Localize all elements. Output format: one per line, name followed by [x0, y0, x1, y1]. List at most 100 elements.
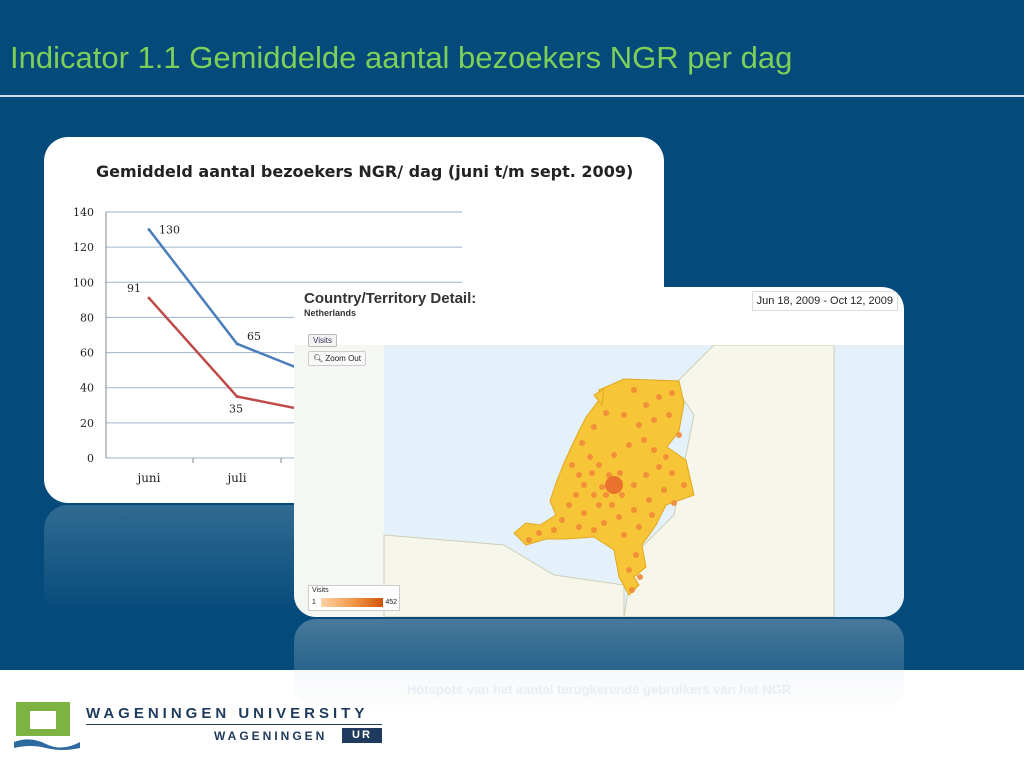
legend-max: 452: [385, 599, 397, 606]
hotspot-dot: [599, 484, 605, 490]
y-tick-label: 20: [80, 417, 94, 430]
hotspot-dot: [681, 482, 687, 488]
data-label: 91: [127, 282, 141, 295]
hotspot-dot: [569, 462, 575, 468]
hotspot-dot: [641, 437, 647, 443]
hotspot-dot: [551, 527, 557, 533]
map-legend: Visits 1 452: [308, 585, 400, 611]
legend-min: 1: [312, 599, 316, 606]
y-tick-label: 80: [80, 311, 94, 324]
legend-gradient: [321, 598, 383, 607]
slide-title: Indicator 1.1 Gemiddelde aantal bezoeker…: [10, 40, 793, 75]
y-tick-label: 140: [73, 206, 94, 219]
hotspot-dot: [636, 524, 642, 530]
hotspot-dot: [651, 447, 657, 453]
visit-hotspots: [526, 387, 687, 593]
hotspot-dot: [603, 492, 609, 498]
hotspot-dot: [676, 432, 682, 438]
hotspot-dot: [637, 574, 643, 580]
hotspot-dot: [589, 470, 595, 476]
hotspot-dot: [633, 552, 639, 558]
hotspot-dot: [609, 502, 615, 508]
slide-caption: Hotspots van het aantal terugkerende geb…: [406, 682, 792, 697]
hotspot-dot: [656, 394, 662, 400]
map-title: Country/Territory Detail:: [304, 290, 477, 307]
wageningen-logo-icon: [14, 702, 80, 750]
data-point: [147, 228, 151, 232]
y-tick-label: 60: [80, 347, 94, 360]
metric-select[interactable]: Visits: [308, 334, 337, 347]
hotspot-dot: [591, 527, 597, 533]
hotspot-dot: [616, 514, 622, 520]
hotspot-dot: [666, 412, 672, 418]
logo-divider: [86, 724, 382, 725]
hotspot-dot: [617, 470, 623, 476]
hotspot-dot: [636, 422, 642, 428]
hotspot-dot: [669, 470, 675, 476]
org-name: WAGENINGEN UNIVERSITY: [86, 705, 369, 722]
hotspot-dot: [631, 387, 637, 393]
y-tick-label: 40: [80, 382, 94, 395]
hotspot-dot: [576, 472, 582, 478]
org-subname: WAGENINGEN: [214, 729, 328, 743]
hotspot-dot: [669, 390, 675, 396]
hotspot-dot: [603, 410, 609, 416]
x-tick-label: juni: [135, 471, 160, 485]
legend-label: Visits: [312, 587, 329, 594]
y-tick-label: 100: [73, 276, 94, 289]
hotspot-dot: [606, 472, 612, 478]
hotspot-dot: [629, 587, 635, 593]
hotspot-dot: [621, 412, 627, 418]
map-subtitle: Netherlands: [304, 308, 357, 318]
hotspot-dot: [631, 482, 637, 488]
hotspot-dot: [596, 462, 602, 468]
hotspot-dot: [559, 517, 565, 523]
hotspot-dot: [587, 454, 593, 460]
title-divider: [0, 95, 1024, 97]
hotspot-dot: [611, 452, 617, 458]
hotspot-dot: [581, 510, 587, 516]
hotspot-dot: [643, 402, 649, 408]
data-label: 130: [159, 224, 180, 237]
germany-land: [623, 345, 835, 617]
hotspot-dot: [581, 482, 587, 488]
hotspot-dot: [663, 454, 669, 460]
hotspot-dot: [621, 532, 627, 538]
data-point: [147, 296, 151, 300]
hotspot-dot: [626, 567, 632, 573]
map-card: Country/Territory Detail: Netherlands Ju…: [294, 287, 904, 617]
hotspot-dot: [643, 472, 649, 478]
hotspot-dot: [631, 507, 637, 513]
hotspot-dot: [619, 492, 625, 498]
data-point: [235, 342, 239, 346]
chart-title: Gemiddeld aantal bezoekers NGR/ dag (jun…: [96, 162, 633, 181]
hotspot-dot: [566, 502, 572, 508]
zoom-out-button[interactable]: 🔍︎ Zoom Out: [308, 351, 366, 366]
hotspot-dot: [646, 497, 652, 503]
zoom-out-label: Zoom Out: [325, 354, 361, 363]
org-ur-badge: UR: [342, 728, 382, 743]
hotspot-dot: [649, 512, 655, 518]
map-reflection: [294, 619, 904, 709]
hotspot-dot: [671, 500, 677, 506]
date-range-picker[interactable]: Jun 18, 2009 - Oct 12, 2009: [751, 291, 898, 311]
y-tick-label: 0: [87, 452, 94, 465]
netherlands-map[interactable]: [294, 345, 904, 617]
hotspot-dot: [626, 442, 632, 448]
data-label: 35: [229, 403, 243, 416]
data-label: 65: [247, 330, 261, 343]
hotspot-dot: [536, 530, 542, 536]
data-point: [235, 395, 239, 398]
hotspot-dot: [573, 492, 579, 498]
hotspot-dot: [661, 487, 667, 493]
hotspot-dot: [601, 520, 607, 526]
y-tick-label: 120: [73, 241, 94, 254]
hotspot-dot: [591, 492, 597, 498]
magnifier-icon: 🔍︎: [313, 354, 324, 363]
hotspot-dot: [651, 417, 657, 423]
hotspot-dot: [576, 524, 582, 530]
hotspot-dot: [591, 424, 597, 430]
hotspot-dot: [656, 464, 662, 470]
hotspot-dot: [596, 502, 602, 508]
x-tick-label: juli: [225, 471, 246, 485]
